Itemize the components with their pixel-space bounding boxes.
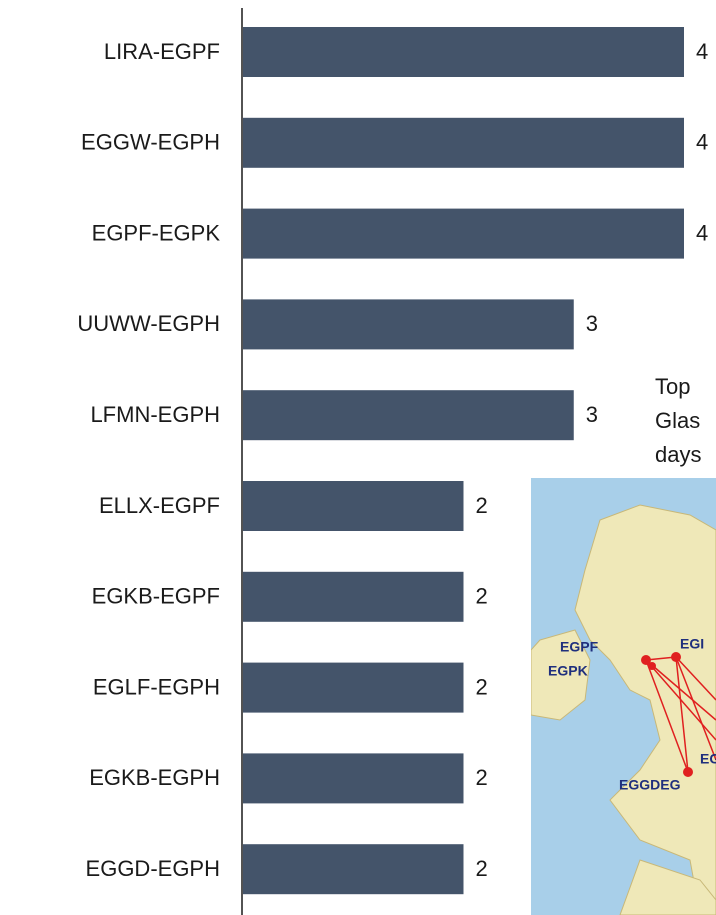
bar: [243, 662, 464, 713]
bar: [243, 481, 464, 531]
value-label: 4: [696, 130, 708, 155]
annotation-line: days: [655, 442, 701, 467]
bar: [243, 753, 464, 804]
bar: [243, 117, 684, 168]
value-label: 2: [476, 856, 488, 881]
bar: [243, 299, 574, 350]
map-label: EGPK: [548, 663, 588, 679]
value-label: 2: [476, 674, 488, 699]
bar: [243, 390, 574, 441]
map-label: EGPF: [560, 639, 599, 655]
category-label: LFMN-EGPH: [90, 402, 220, 427]
category-label: EGKB-EGPF: [92, 584, 220, 609]
value-label: 2: [476, 493, 488, 518]
bar: [243, 208, 684, 259]
category-label: ELLX-EGPF: [99, 493, 220, 518]
category-label: UUWW-EGPH: [77, 311, 220, 336]
category-label: EGPF-EGPK: [92, 220, 221, 245]
map-land: [531, 629, 591, 721]
bar: [243, 844, 464, 895]
map-label: EGL: [700, 751, 716, 767]
map-land: [619, 859, 716, 915]
category-label: EGGD-EGPH: [86, 856, 220, 881]
routes: [645, 656, 716, 773]
category-label: LIRA-EGPF: [104, 39, 220, 64]
category-label: EGLF-EGPH: [93, 674, 220, 699]
bar: [243, 27, 684, 77]
airports: [641, 652, 693, 777]
map-label: EGGDEG: [619, 777, 681, 793]
annotation-line: Top: [655, 374, 690, 399]
value-label: 2: [476, 765, 488, 790]
annotation-line: Glas: [655, 408, 700, 433]
category-label: EGKB-EGPH: [89, 765, 220, 790]
value-label: 2: [476, 584, 488, 609]
value-label: 4: [696, 220, 708, 245]
map-land: [574, 504, 716, 915]
value-label: 3: [586, 311, 598, 336]
category-label: EGGW-EGPH: [81, 130, 220, 155]
map-label: EGI: [680, 636, 704, 652]
route-map: EGPF EGPK EGI EGL EGGDEG: [531, 478, 716, 915]
value-label: 3: [586, 402, 598, 427]
bar: [243, 571, 464, 622]
value-label: 4: [696, 39, 708, 64]
